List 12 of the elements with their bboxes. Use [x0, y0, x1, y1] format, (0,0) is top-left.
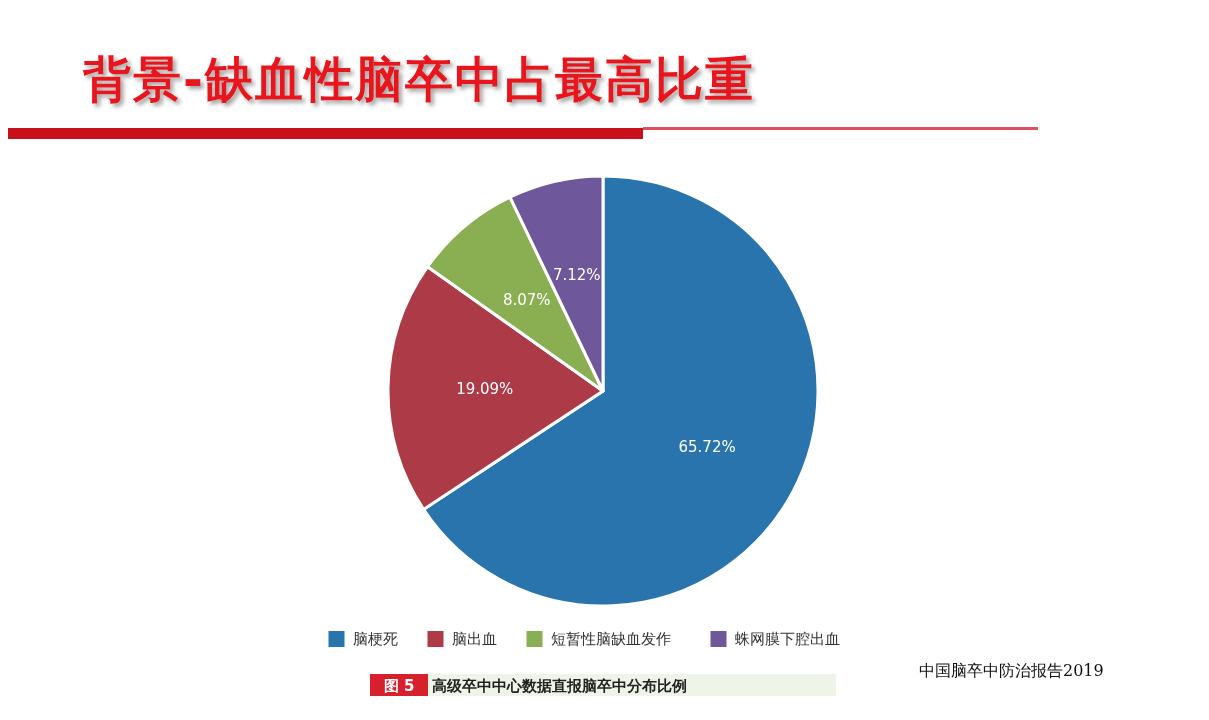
- text: 中国脑卒中防治报告2019: [919, 660, 1104, 680]
- data-label: 65.72%: [678, 437, 736, 456]
- data-label: 19.09%: [456, 379, 514, 398]
- chart-title: 背景-缺血性脑卒中占最高比重: [82, 51, 755, 107]
- legend-label: 脑出血: [451, 629, 497, 648]
- legend-label: 短暂性脑缺血发作: [550, 629, 671, 648]
- text: 高级卒中中心数据直报脑卒中分布比例: [432, 676, 687, 695]
- caption: 图 5: [383, 676, 415, 695]
- data-label: 7.12%: [552, 266, 601, 285]
- data-label: 8.07%: [502, 291, 551, 310]
- legend-label: 蛛网膜下腔出血: [734, 629, 840, 648]
- legend-label: 脑梗死: [352, 629, 398, 648]
